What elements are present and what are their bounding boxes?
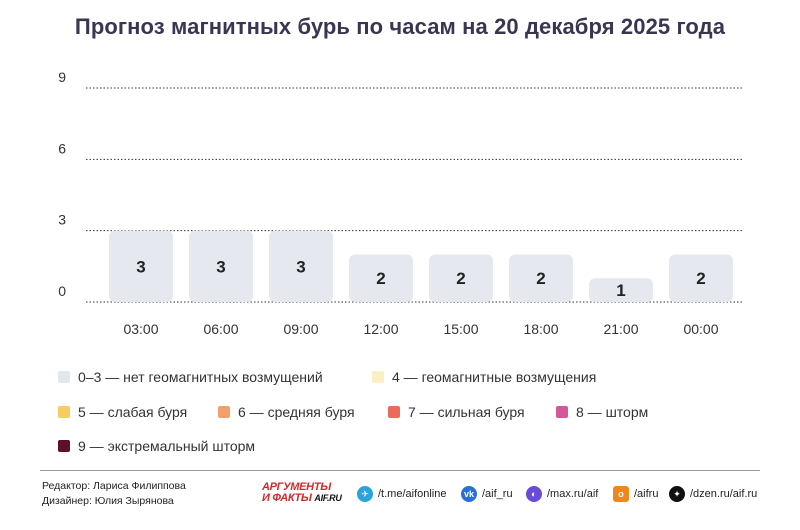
legend-item-4: 7 — сильная буря <box>388 404 525 420</box>
data-label: 2 <box>456 269 465 288</box>
legend-label: 9 — экстремальный шторм <box>78 438 256 454</box>
social-telegram-text: /t.me/aifonline <box>378 488 447 500</box>
data-label: 2 <box>696 269 705 288</box>
y-tick-label: 0 <box>58 283 66 299</box>
footer-divider <box>40 470 760 471</box>
x-tick-label: 15:00 <box>443 321 478 337</box>
social-ok[interactable]: о /aifru <box>613 486 658 502</box>
logo-line-2: И ФАКТЫ AIF.RU <box>262 492 342 504</box>
vk-icon: vk <box>461 486 477 502</box>
x-tick-label: 06:00 <box>203 321 238 337</box>
data-label: 2 <box>536 269 545 288</box>
bar <box>349 254 413 302</box>
legend-swatch <box>58 371 70 383</box>
social-vk[interactable]: vk /aif_ru <box>461 486 513 502</box>
legend-swatch <box>218 406 230 418</box>
x-tick-label: 03:00 <box>123 321 158 337</box>
x-tick-label: 12:00 <box>363 321 398 337</box>
data-label: 2 <box>376 269 385 288</box>
data-label: 3 <box>296 257 305 276</box>
social-max-text: /max.ru/aif <box>547 488 599 500</box>
social-ok-text: /aifru <box>634 488 659 500</box>
max-icon: ◐ <box>526 486 542 502</box>
bar <box>109 230 173 302</box>
data-label: 1 <box>616 281 625 300</box>
dzen-icon: ✦ <box>669 486 685 502</box>
x-tick-label: 00:00 <box>683 321 718 337</box>
bar <box>189 230 253 302</box>
legend-item-5: 8 — шторм <box>556 404 648 420</box>
y-tick-label: 3 <box>58 212 66 228</box>
social-vk-text: /aif_ru <box>482 488 513 500</box>
legend-swatch <box>58 406 70 418</box>
x-tick-label: 21:00 <box>603 321 638 337</box>
legend-label: 0–3 — нет геомагнитных возмущений <box>78 369 323 385</box>
bar <box>589 278 653 302</box>
legend-swatch <box>58 440 70 452</box>
aif-logo[interactable]: АРГУМЕНТЫ И ФАКТЫ AIF.RU <box>262 482 346 506</box>
legend-label: 5 — слабая буря <box>78 404 188 420</box>
telegram-icon: ✈ <box>357 486 373 502</box>
bar-chart: 0 3 6 9 3 03:00 3 06:00 3 09:00 2 12:00 2 15:00 2 18:00… <box>58 69 742 337</box>
social-dzen-text: /dzen.ru/aif.ru <box>690 488 758 500</box>
legend-label: 8 — шторм <box>576 404 649 420</box>
x-tick-label: 09:00 <box>283 321 318 337</box>
logo-line-1: АРГУМЕНТЫ <box>262 481 331 493</box>
legend-label: 4 — геомагнитные возмущения <box>392 369 597 385</box>
bar <box>429 254 493 302</box>
social-telegram[interactable]: ✈ /t.me/aifonline <box>357 486 446 502</box>
bar <box>509 254 573 302</box>
data-label: 3 <box>136 257 145 276</box>
legend-swatch <box>372 371 384 383</box>
designer-credit: Дизайнер: Юлия Зырянова <box>42 495 174 507</box>
data-label: 3 <box>216 257 225 276</box>
social-max[interactable]: ◐ /max.ru/aif <box>526 486 598 502</box>
legend-swatch <box>388 406 400 418</box>
credits: Редактор: Лариса Филиппова Дизайнер: Юли… <box>42 479 186 509</box>
legend-swatch <box>556 406 568 418</box>
social-dzen[interactable]: ✦ /dzen.ru/aif.ru <box>669 486 757 502</box>
bar <box>269 230 333 302</box>
logo-site: AIF.RU <box>314 493 342 503</box>
y-tick-label: 9 <box>58 69 66 85</box>
x-tick-label: 18:00 <box>523 321 558 337</box>
chart-title: Прогноз магнитных бурь по часам на 20 де… <box>74 14 726 39</box>
legend-item-6: 9 — экстремальный шторм <box>58 438 255 454</box>
y-tick-label: 6 <box>58 140 66 156</box>
legend-item-3: 6 — средняя буря <box>218 404 355 420</box>
bar <box>669 254 733 302</box>
odnoklassniki-icon: о <box>613 486 629 502</box>
legend-item-1: 4 — геомагнитные возмущения <box>372 369 596 385</box>
legend-label: 7 — сильная буря <box>408 404 525 420</box>
editor-credit: Редактор: Лариса Филиппова <box>42 480 186 492</box>
legend-label: 6 — средняя буря <box>238 404 355 420</box>
legend-item-2: 5 — слабая буря <box>58 404 187 420</box>
legend-item-0: 0–3 — нет геомагнитных возмущений <box>58 369 323 385</box>
